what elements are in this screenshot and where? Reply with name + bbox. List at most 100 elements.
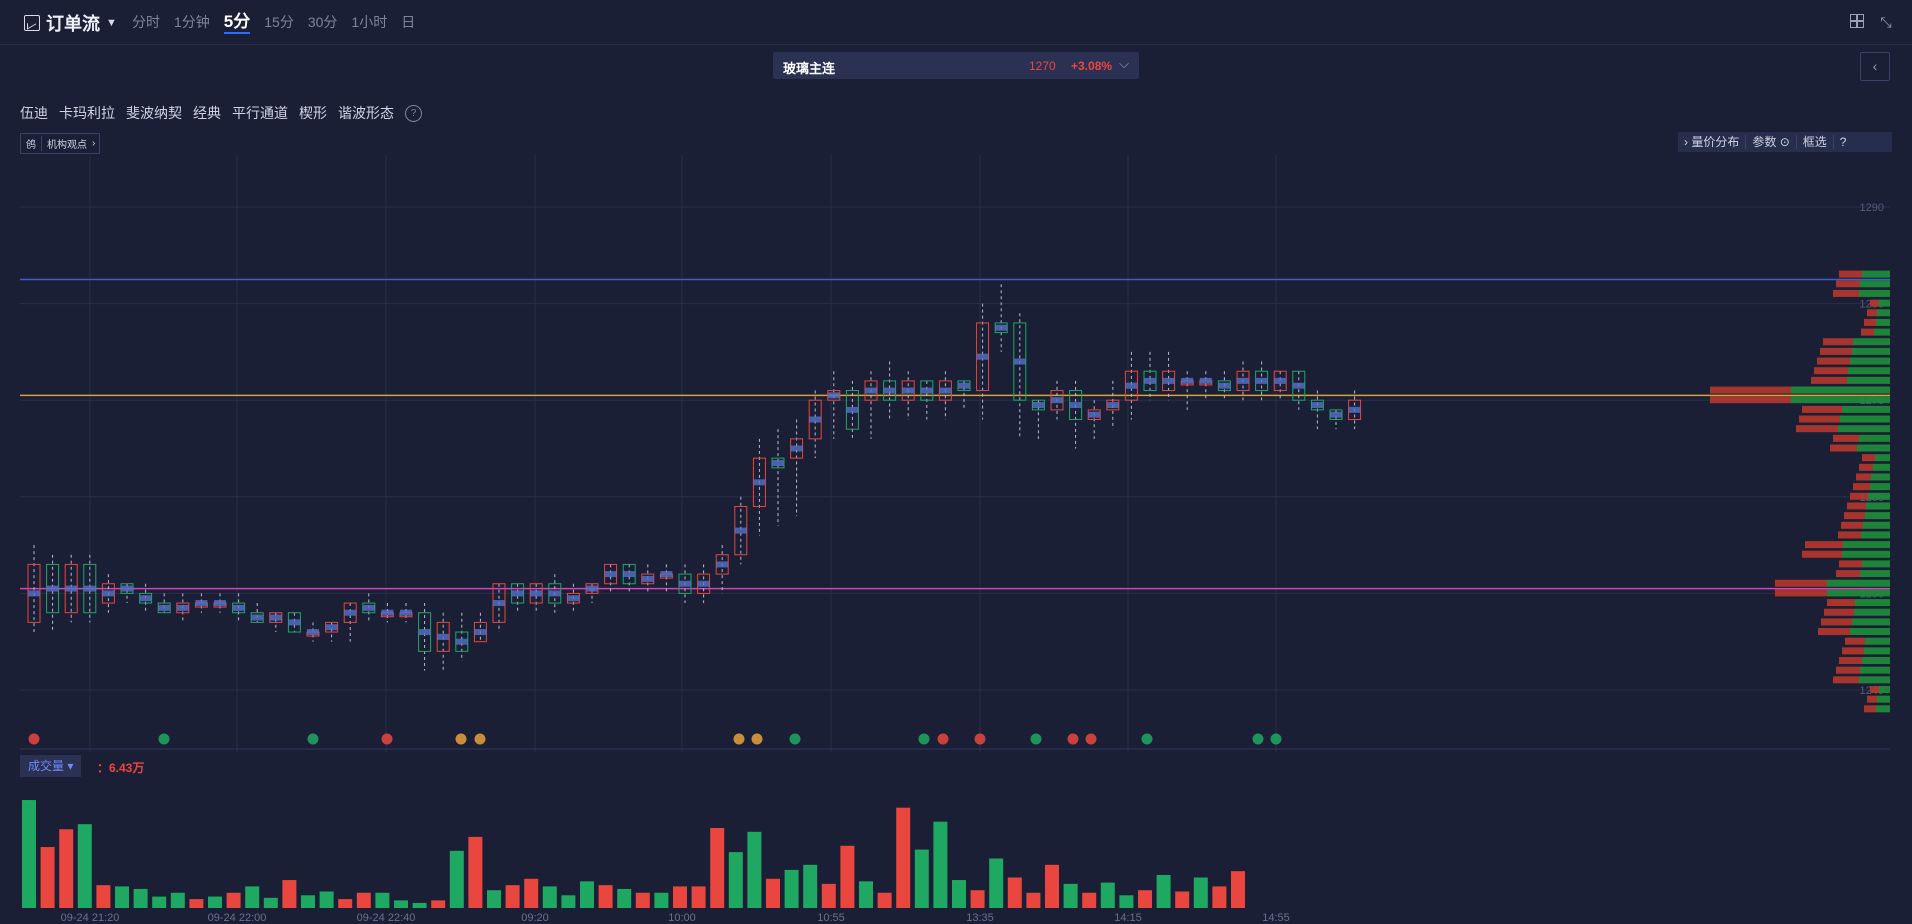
volume-bar	[375, 892, 390, 908]
contract-name: 玻璃主连	[783, 61, 836, 76]
volume-profile-sell	[1859, 463, 1873, 471]
signal-marker	[1085, 733, 1097, 745]
volume-profile-buy	[1876, 318, 1890, 326]
volume-profile-buy	[1838, 425, 1890, 433]
tool-parallel-channel[interactable]: 平行通道	[232, 105, 288, 121]
volume-profile-buy	[1791, 386, 1890, 394]
tool-camarilla[interactable]: 卡玛利拉	[59, 105, 115, 121]
volume-bar	[468, 836, 483, 908]
volume-bar	[1026, 892, 1041, 908]
tool-woodie[interactable]: 伍迪	[20, 105, 48, 121]
volume-profile-buy	[1842, 405, 1890, 413]
volume-profile-sell	[1836, 570, 1860, 578]
signal-marker	[937, 733, 949, 745]
signal-marker	[751, 733, 763, 745]
volume-indicator-selector[interactable]: 成交量 ▾	[20, 755, 82, 777]
candle-poc	[846, 406, 859, 413]
volume-profile-sell	[1853, 483, 1870, 491]
signal-marker	[974, 733, 986, 745]
top-bar: 订单流 ▼ 分时 1分钟 5分 15分 30分 1小时 日 ⤡	[0, 0, 1912, 45]
volume-bar	[22, 800, 36, 908]
box-select-button[interactable]: 框选	[1797, 135, 1834, 149]
volume-bar	[245, 886, 260, 908]
volume-profile-sell	[1814, 367, 1848, 375]
volume-bar	[96, 885, 111, 908]
volume-profile-sell	[1850, 492, 1868, 500]
volume-profile-sell	[1796, 425, 1838, 433]
volume-bar	[189, 899, 204, 908]
candle-poc	[1069, 402, 1082, 409]
layout-grid-button[interactable]	[1850, 14, 1866, 30]
tab-period[interactable]: 1分钟	[174, 14, 210, 30]
volume-profile-sell	[1864, 318, 1876, 326]
volume-bar	[710, 827, 725, 908]
chart-toolbar: › 量价分布 参数 ⊙ 框选 ?	[1678, 132, 1892, 152]
candle-poc	[920, 387, 933, 394]
volume-profile-buy	[1852, 618, 1890, 626]
volume-profile-buy	[1860, 666, 1890, 674]
candle-poc	[493, 600, 505, 607]
volume-profile-buy	[1827, 589, 1890, 597]
volume-bar	[263, 897, 278, 908]
volume-profile-buy	[1876, 705, 1890, 713]
candle-poc	[1237, 377, 1249, 384]
volume-profile-buy	[1877, 695, 1890, 703]
indicator-selector[interactable]: 订单流 ▼	[24, 10, 117, 36]
volume-bar	[40, 847, 55, 908]
volume-bar	[561, 895, 576, 908]
volume-profile-sell	[1867, 695, 1877, 703]
tool-classic[interactable]: 经典	[193, 105, 221, 121]
params-button[interactable]: 参数 ⊙	[1746, 135, 1797, 149]
orderflow-chart[interactable]: 12401250126012701280129009-24 21:2009-24…	[0, 155, 1912, 924]
candle-poc	[1199, 377, 1212, 384]
candle-poc	[214, 600, 226, 607]
signal-marker	[1270, 733, 1282, 745]
volume-bar	[580, 881, 594, 908]
volume-bar	[133, 888, 148, 908]
volume-profile-sell	[1844, 512, 1865, 520]
volume-profile-sell	[1862, 454, 1875, 462]
time-axis-label: 14:55	[1262, 912, 1290, 924]
tool-fibonacci[interactable]: 斐波纳契	[126, 105, 182, 121]
signal-marker	[307, 733, 319, 745]
tab-period[interactable]: 日	[401, 14, 416, 30]
institution-view-toggle[interactable]: 鸧 机构观点 ›	[20, 133, 101, 154]
volume-profile-sell	[1842, 647, 1864, 655]
candle-poc	[604, 571, 617, 578]
time-axis-label: 13:35	[966, 912, 994, 924]
collapse-panel-button[interactable]: ‹	[1860, 52, 1890, 81]
candle-poc	[46, 585, 59, 592]
volume-profile-buy	[1840, 415, 1890, 423]
candle-poc	[400, 609, 412, 616]
help-icon[interactable]: ?	[405, 104, 422, 122]
signal-marker	[381, 733, 393, 745]
volume-profile-sell	[1833, 289, 1859, 297]
volume-profile-buy	[1847, 376, 1890, 384]
tool-wedge[interactable]: 楔形	[299, 105, 327, 121]
candle-poc	[734, 527, 747, 534]
candle-poc	[1255, 377, 1268, 384]
candle-poc	[1088, 411, 1101, 418]
tab-period[interactable]: 30分	[307, 14, 338, 30]
volume-profile-buy	[1854, 608, 1890, 616]
volume-profile-sell	[1836, 666, 1860, 674]
tab-period[interactable]: 15分	[264, 14, 294, 30]
tab-period[interactable]: 分时	[132, 14, 160, 30]
volume-bar	[1212, 886, 1227, 908]
contract-change: +3.08%	[1071, 59, 1113, 73]
candle-poc	[1330, 411, 1342, 418]
signal-marker	[28, 733, 40, 745]
contract-selector[interactable]: 玻璃主连 1270 +3.08% ⌵	[773, 52, 1139, 79]
minimize-button[interactable]: ⤡	[1878, 14, 1894, 30]
chevron-right-icon: ›	[1684, 135, 1692, 149]
tool-harmonic[interactable]: 谐波形态	[338, 105, 394, 121]
volume-bar	[1119, 895, 1134, 908]
volume-profile-buy	[1860, 280, 1890, 288]
tab-period-active[interactable]: 5分	[223, 12, 251, 34]
tab-period[interactable]: 1小时	[351, 14, 388, 30]
candle-poc	[1032, 402, 1045, 409]
help-icon[interactable]: ?	[1839, 135, 1847, 149]
volume-profile-sell	[1823, 338, 1853, 346]
volume-bar	[524, 878, 539, 908]
volume-profile-button[interactable]: › 量价分布	[1678, 135, 1747, 149]
